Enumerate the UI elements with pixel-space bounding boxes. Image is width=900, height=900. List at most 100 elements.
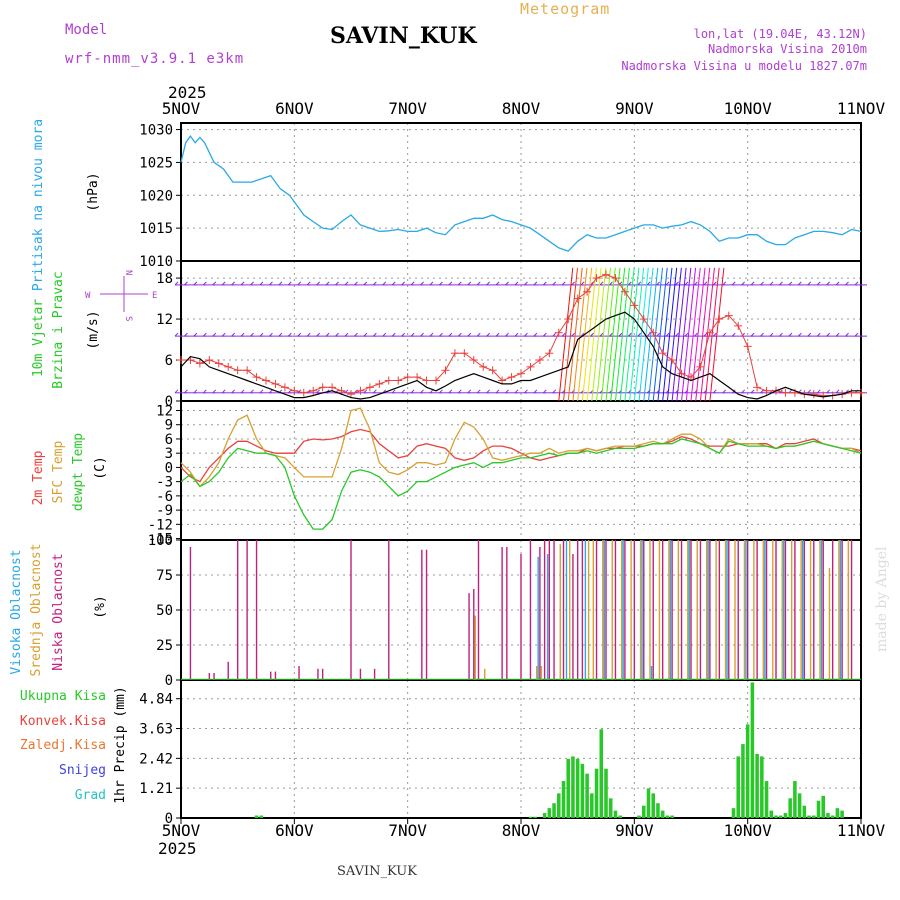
wind-barb-head	[297, 281, 302, 286]
wind-barb-head	[363, 389, 368, 394]
wind-barb-head	[533, 332, 538, 337]
station-title: SAVIN_KUK	[330, 23, 477, 49]
wind-speed-line	[180, 311, 861, 400]
y-tick-label: -6	[156, 489, 173, 505]
wind-arrow	[614, 267, 630, 402]
wind-barb-head	[259, 281, 264, 286]
precip-bar	[812, 815, 816, 818]
wind-barb-head	[561, 332, 566, 337]
wind-barb-head	[495, 281, 500, 286]
x-tick-label-bottom: 11NOV	[837, 821, 886, 840]
wind-barb-head	[665, 332, 670, 337]
precip-bar	[797, 793, 802, 818]
wind-barb-head	[533, 389, 538, 394]
wind-barb-head	[240, 281, 245, 286]
wind-barb-head	[769, 332, 774, 337]
precip-bar	[575, 758, 580, 818]
wind-barb-head	[779, 389, 783, 394]
wind-barb-head	[552, 332, 557, 337]
wind-barb-head	[552, 281, 557, 286]
precip-bar	[566, 758, 570, 818]
wind-barb-head	[760, 332, 764, 337]
precip-bar	[613, 810, 618, 818]
wind-barb-head	[193, 281, 198, 286]
wind-barb-head	[372, 389, 377, 394]
wind-barb-head	[306, 332, 311, 337]
wind-arrow	[567, 267, 583, 402]
wind-barb-head	[684, 281, 689, 286]
y-tick-label: 1010	[139, 254, 173, 270]
wind-barb-head	[552, 389, 557, 394]
wind-arrow	[605, 267, 621, 402]
precip-bar	[547, 808, 552, 818]
precip-bar	[580, 763, 585, 818]
sfc-temp-line	[180, 407, 862, 488]
wind-arrow	[652, 267, 668, 402]
svg-text:W: W	[85, 291, 91, 301]
precip-bar	[802, 805, 807, 818]
wind-barb-head	[231, 281, 236, 286]
wind-arrow	[704, 267, 720, 402]
wind-barb-head	[599, 281, 604, 286]
wind-barb-row	[174, 281, 867, 286]
wind-barb-head	[457, 332, 462, 337]
wind-unit: (m/s)	[86, 310, 101, 349]
wind-barb-head	[609, 332, 613, 337]
temp-unit: (C)	[93, 456, 108, 479]
wind-barb-head	[797, 332, 802, 337]
wind-barb-head	[401, 389, 406, 394]
wind-barb-head	[410, 389, 415, 394]
precip-bar	[774, 815, 778, 818]
compass-icon: N S W E	[85, 270, 157, 321]
wind-barb-head	[297, 332, 302, 337]
wind-barb-head	[269, 332, 273, 337]
y-tick-label: 18	[156, 271, 173, 287]
wind-barb-head	[420, 389, 424, 394]
wind-barb-head	[269, 281, 273, 286]
wind-barb-head	[542, 389, 547, 394]
wind-barb-head	[212, 281, 217, 286]
temp-label-2: SFC Temp	[51, 441, 66, 504]
precip-bar	[826, 813, 830, 818]
y-tick-label: 75	[156, 568, 173, 584]
wind-barb-head	[174, 389, 179, 394]
legend-snijeg: Snijeg	[59, 763, 106, 778]
wind-arrow	[581, 267, 597, 402]
wind-barb-head	[297, 389, 302, 394]
wind-barb-head	[486, 332, 491, 337]
wind-barb-head	[797, 281, 802, 286]
wind-barb-head	[656, 332, 661, 337]
temp-label-1: 2m Temp	[31, 450, 46, 505]
wind-barb-head	[524, 389, 528, 394]
wind-barb-head	[467, 332, 472, 337]
wind-barb-head	[722, 332, 727, 337]
y-tick-label: 4.84	[139, 692, 173, 708]
wind-barb-head	[287, 332, 292, 337]
svg-text:N: N	[123, 270, 133, 275]
wind-barb-head	[457, 389, 462, 394]
wind-barb-head	[816, 389, 821, 394]
y-tick-label: 1015	[139, 221, 173, 237]
wind-barb-head	[221, 281, 226, 286]
wind-barb-head	[637, 281, 642, 286]
temp-label-3: dewpt Temp	[71, 433, 86, 511]
y-tick-label: 6	[165, 432, 173, 448]
precip-bar	[637, 815, 641, 818]
wind-barb-head	[524, 332, 528, 337]
wind-barb-head	[694, 281, 698, 286]
precip-bar	[561, 781, 566, 818]
precip-bar	[670, 815, 674, 818]
wind-barb-head	[429, 281, 434, 286]
wind-barb-head	[826, 281, 831, 286]
wind-barb-head	[325, 281, 330, 286]
wind-barb-head	[221, 332, 226, 337]
wind-barb-head	[731, 281, 736, 286]
wind-barb-head	[391, 389, 396, 394]
precip-bar	[764, 781, 769, 818]
precip-bar	[793, 781, 797, 818]
panel-frame	[180, 679, 862, 819]
wind-barb-head	[250, 389, 254, 394]
precip-bar	[604, 768, 608, 818]
x-tick-label-bottom: 7NOV	[388, 821, 427, 840]
precip-bar	[585, 773, 589, 818]
